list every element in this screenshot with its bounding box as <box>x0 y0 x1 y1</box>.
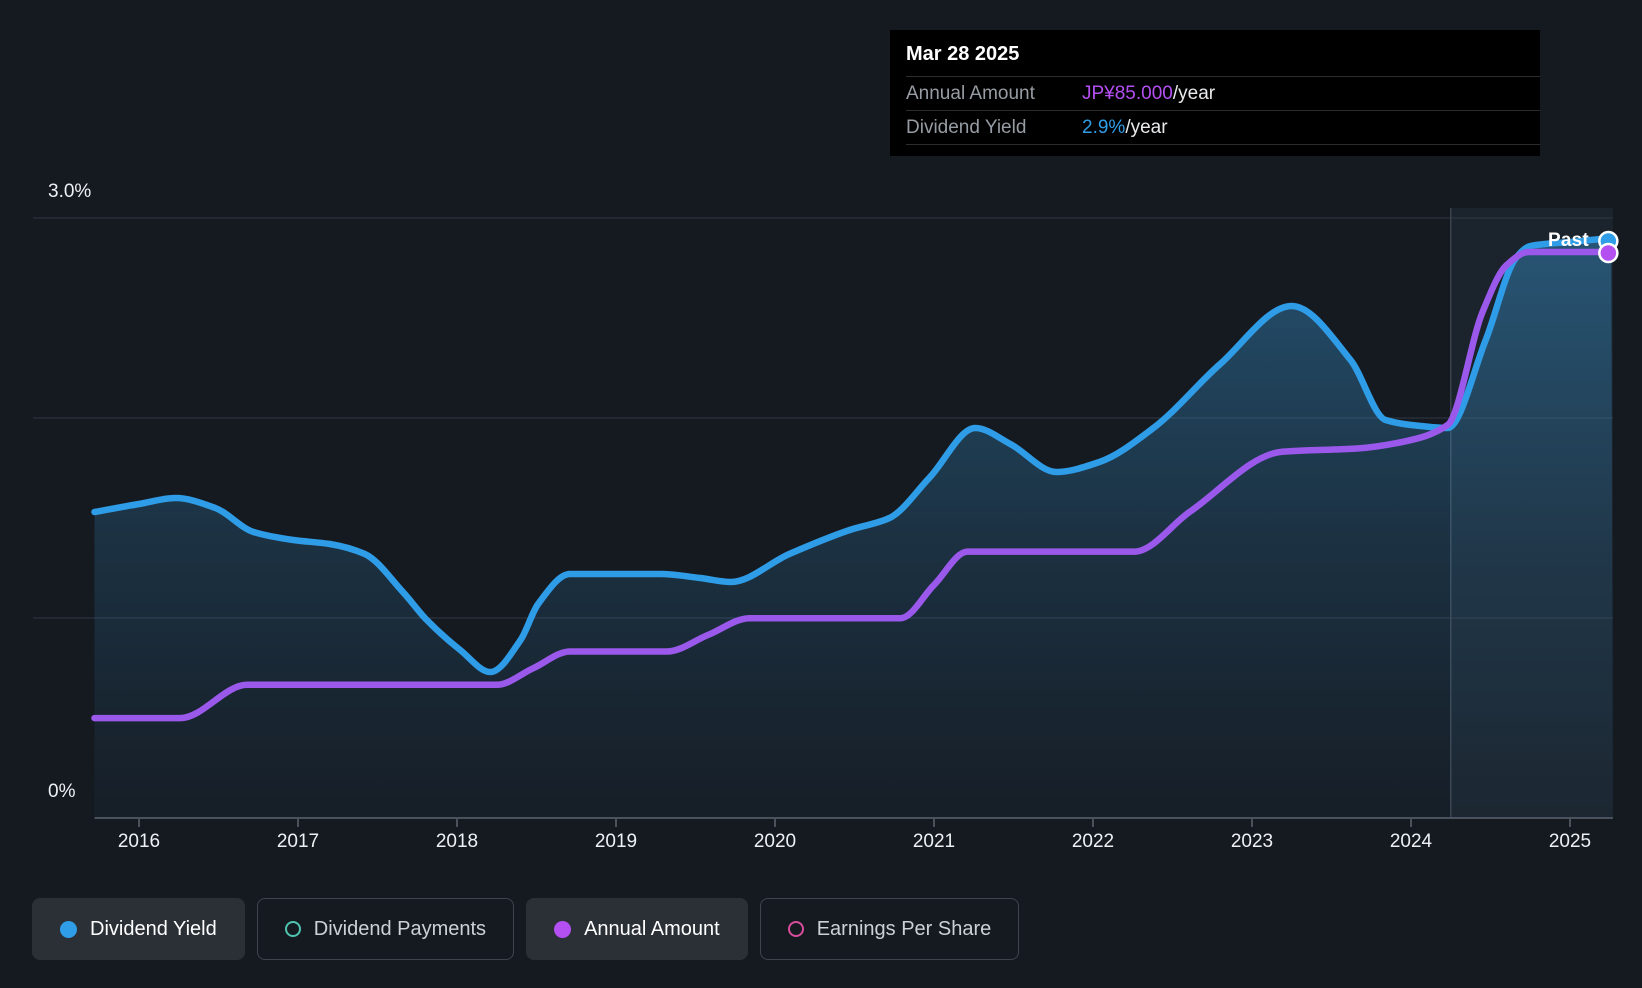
legend-toggle-dividend-payments[interactable]: Dividend Payments <box>256 898 515 960</box>
past-period-label: Past <box>1548 230 1589 251</box>
x-axis-year-label-2021: 2021 <box>912 831 956 852</box>
dividend-yield-swatch-icon <box>60 920 77 938</box>
y-axis-label-top: 3.0% <box>48 181 92 202</box>
annual-amount-swatch-icon <box>554 920 572 938</box>
tooltip-row-suffix: /year <box>1125 116 1168 138</box>
x-axis-year-label-2019: 2019 <box>594 831 638 852</box>
legend-toggle-earnings-per-share[interactable]: Earnings Per Share <box>759 898 1020 960</box>
dividend-payments-swatch-icon <box>284 921 301 937</box>
annual-amount-end-marker <box>1598 242 1619 264</box>
tooltip-row-dividend-yield: Dividend Yield 2.9%/year <box>906 110 1540 145</box>
x-axis-year-label-2017: 2017 <box>276 831 320 852</box>
legend-label: Dividend Payments <box>313 917 487 940</box>
tooltip-row-annual-amount: Annual Amount JP¥85.000/year <box>906 76 1540 110</box>
tooltip-row-value: 2.9% <box>1082 116 1126 138</box>
y-axis-label-bottom: 0% <box>48 781 76 802</box>
x-axis-year-label-2020: 2020 <box>753 831 797 852</box>
tooltip-row-suffix: /year <box>1172 82 1216 104</box>
tooltip-rows: Annual Amount JP¥85.000/year Dividend Yiel… <box>890 76 1540 145</box>
x-axis-year-label-2025: 2025 <box>1548 831 1592 852</box>
legend-toggle-dividend-yield[interactable]: Dividend Yield <box>32 898 245 960</box>
dividend-yield-area <box>94 238 1613 818</box>
earnings-per-share-swatch-icon <box>787 921 804 937</box>
x-axis-year-label-2022: 2022 <box>1071 831 1115 852</box>
tooltip-row-label: Annual Amount <box>906 82 1035 104</box>
x-axis-year-label-2016: 2016 <box>117 831 161 852</box>
tooltip-row-label: Dividend Yield <box>906 116 1027 138</box>
chart-legend: Dividend Yield Dividend Payments Annual Am… <box>32 898 1020 960</box>
legend-label: Annual Amount <box>584 917 720 940</box>
legend-toggle-annual-amount[interactable]: Annual Amount <box>526 898 748 960</box>
legend-label: Dividend Yield <box>90 917 217 940</box>
tooltip-row-value: JP¥85.000 <box>1082 82 1173 104</box>
chart-tooltip: Mar 28 2025 Annual Amount JP¥85.000/year D… <box>890 30 1540 156</box>
x-axis-year-label-2023: 2023 <box>1230 831 1274 852</box>
legend-label: Earnings Per Share <box>816 917 992 940</box>
dividend-yield-line <box>91 234 1615 676</box>
tooltip-date: Mar 28 2025 <box>906 43 1020 65</box>
x-axis-year-label-2018: 2018 <box>435 831 479 852</box>
x-axis-year-label-2024: 2024 <box>1389 831 1433 852</box>
annual-amount-line <box>91 248 1615 722</box>
